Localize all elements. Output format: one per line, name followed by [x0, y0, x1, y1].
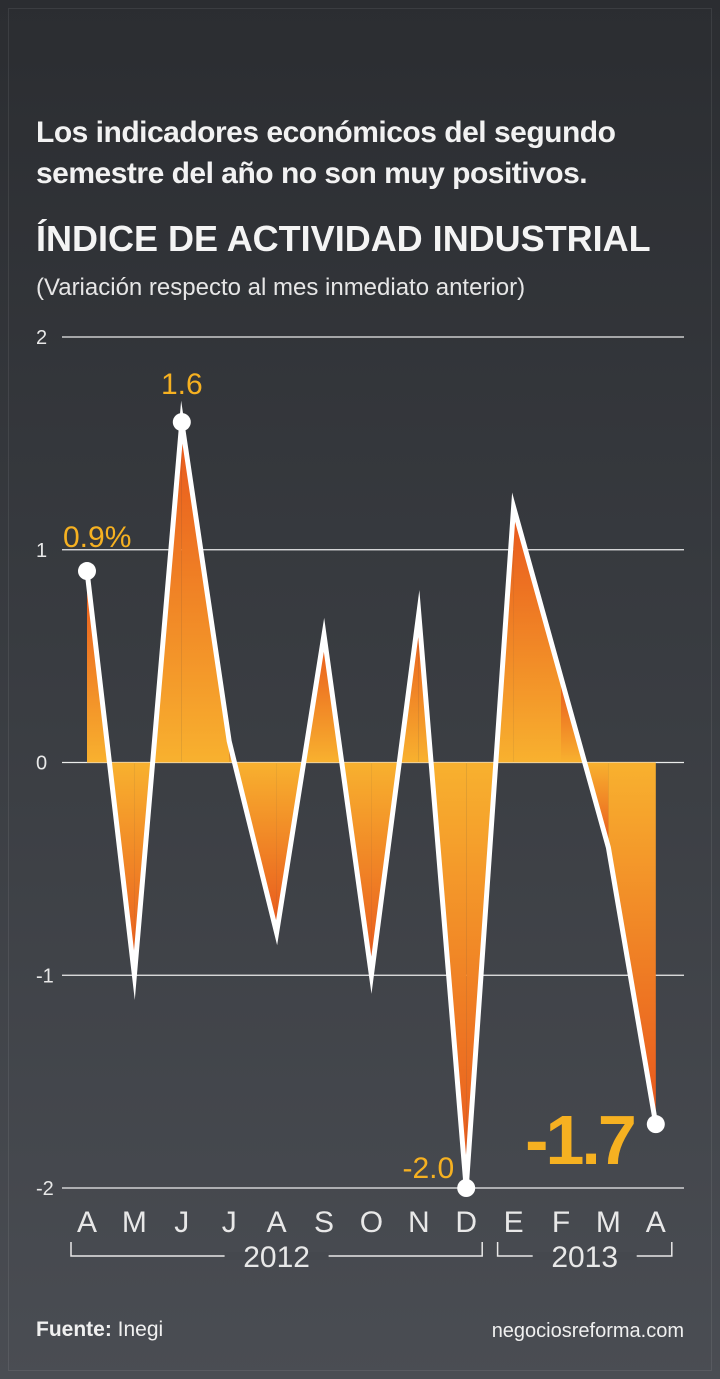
data-label: -1.7: [525, 1101, 634, 1179]
data-label: 1.6: [161, 368, 203, 401]
year-bracket-gap: [224, 1252, 329, 1260]
frame-border: [8, 8, 712, 1371]
subtitle-line-2: semestre del año no son muy positivos.: [36, 157, 588, 190]
x-tick-label: J: [222, 1206, 237, 1239]
source-credit: Fuente: Inegi: [36, 1318, 163, 1342]
x-tick-label: A: [77, 1206, 97, 1239]
data-labels: 0.9% 1.6 -2.0 -1.7: [63, 368, 637, 1185]
x-tick-label: F: [552, 1206, 570, 1239]
year-bracket-gap: [532, 1252, 637, 1260]
y-tick-label: -2: [36, 1178, 54, 1200]
year-label: 2013: [551, 1241, 618, 1274]
area-segment: [513, 507, 561, 763]
source-label: Fuente:: [36, 1318, 112, 1341]
year-label: 2012: [243, 1241, 310, 1274]
subtitle-line-1: Los indicadores económicos del segundo: [36, 116, 616, 149]
data-point-marker: [78, 562, 96, 581]
data-point-marker: [646, 1115, 665, 1134]
chart-note: (Variación respecto al mes inmediato ant…: [36, 274, 526, 301]
x-tick-label: M: [596, 1206, 621, 1239]
data-point-marker: [172, 413, 191, 432]
area-segment: [608, 762, 656, 1125]
x-tick-label: O: [360, 1206, 383, 1239]
subtitle: Los indicadores económicos del segundo s…: [36, 112, 676, 194]
data-label: -2.0: [402, 1152, 454, 1185]
y-axis-ticks: 2 1 0 -1 -2: [36, 327, 54, 1200]
year-brackets: 2012 2013: [70, 1241, 673, 1274]
x-tick-label: A: [646, 1206, 666, 1239]
y-tick-label: -1: [36, 965, 54, 987]
data-points: [78, 413, 665, 1197]
x-tick-label: J: [174, 1206, 189, 1239]
data-label: 0.9%: [63, 521, 131, 554]
x-tick-label: A: [267, 1206, 287, 1239]
x-tick-label: S: [314, 1206, 334, 1239]
chart-title: ÍNDICE DE ACTIVIDAD INDUSTRIAL: [36, 218, 651, 259]
x-tick-label: D: [455, 1206, 477, 1239]
x-tick-label: N: [408, 1206, 430, 1239]
data-point-marker: [457, 1179, 476, 1197]
x-tick-label: E: [504, 1206, 524, 1239]
website-credit: negociosreforma.com: [491, 1320, 684, 1342]
source-value: Inegi: [117, 1318, 164, 1341]
y-tick-label: 1: [36, 540, 47, 562]
y-tick-label: 2: [36, 327, 47, 349]
y-tick-label: 0: [36, 753, 47, 775]
x-tick-label: M: [122, 1206, 147, 1239]
